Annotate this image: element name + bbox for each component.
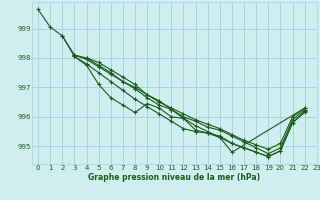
X-axis label: Graphe pression niveau de la mer (hPa): Graphe pression niveau de la mer (hPa) [88,173,260,182]
